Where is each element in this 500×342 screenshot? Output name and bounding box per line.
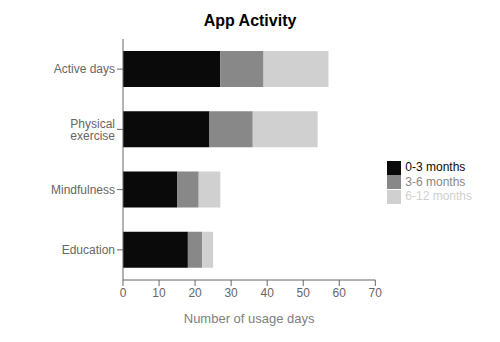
html-text:App Activity: App Activity [203,12,297,29]
svg-text:Education: Education [62,243,115,257]
svg-text:60: 60 [333,286,347,300]
svg-text:30: 30 [224,286,238,300]
svg-text:20: 20 [188,286,202,300]
svg-text:Physicalexercise: Physicalexercise [70,117,115,143]
svg-text:Active days: Active days [54,62,115,76]
html-text:6-12 months: 6-12 months [405,189,472,204]
html-text:3-6 months: 3-6 months [405,174,466,189]
svg-text:0: 0 [120,286,127,300]
svg-text:Number of usage days: Number of usage days [184,311,315,326]
svg-text:70: 70 [369,286,383,300]
svg-text:50: 50 [297,286,311,300]
svg-text:10: 10 [152,286,166,300]
html-text:0-3 months: 0-3 months [405,159,466,174]
svg-text:40: 40 [260,286,274,300]
svg-text:Mindfulness: Mindfulness [51,183,115,197]
